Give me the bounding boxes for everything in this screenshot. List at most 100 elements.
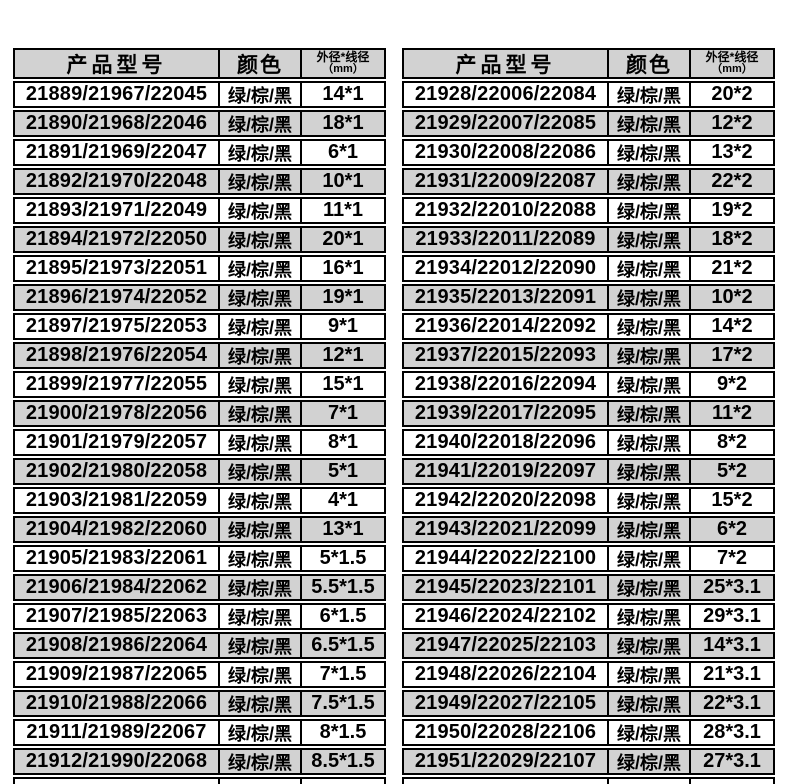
- model-cell: 21931/22009/22087: [404, 170, 609, 193]
- model-cell: 21936/22014/22092: [404, 315, 609, 338]
- spec-cell: 14*3.1: [703, 634, 761, 656]
- table-row: 21898/21976/22054 绿/棕/黑 12*1: [13, 342, 386, 369]
- table-row: 21890/21968/22046 绿/棕/黑 18*1: [13, 110, 386, 137]
- table-row: 21948/22026/22104 绿/棕/黑 21*3.1: [402, 661, 775, 688]
- color-cell: 绿/棕/黑: [220, 663, 302, 686]
- color-cell: 绿/棕/黑: [609, 228, 691, 251]
- table-row: 21912/21990/22068 绿/棕/黑 8.5*1.5: [13, 748, 386, 775]
- color-cell: 绿/棕/黑: [220, 634, 302, 657]
- spec-cell: 8*1.5: [319, 721, 367, 743]
- spec-cell: 9*2: [716, 373, 748, 395]
- color-cell: 绿/棕/黑: [609, 199, 691, 222]
- spec-cell: 8*2: [716, 431, 748, 453]
- table-row: 21937/22015/22093 绿/棕/黑 17*2: [402, 342, 775, 369]
- spec-cell: 20*1: [322, 228, 364, 250]
- header-spec: 外径*线径 （mm）: [691, 50, 773, 77]
- spec-cell: 7*2: [716, 547, 748, 569]
- color-cell: 绿/棕/黑: [220, 489, 302, 512]
- model-cell: 21929/22007/22085: [404, 112, 609, 135]
- table-row: 21893/21971/22049 绿/棕/黑 11*1: [13, 197, 386, 224]
- header-color: 颜色: [220, 50, 302, 77]
- model-cell: [15, 779, 220, 784]
- spec-cell: 12*1: [322, 344, 364, 366]
- table-row: 21896/21974/22052 绿/棕/黑 19*1: [13, 284, 386, 311]
- model-cell: 21899/21977/22055: [15, 373, 220, 396]
- model-cell: 21902/21980/22058: [15, 460, 220, 483]
- model-cell: 21951/22029/22107: [404, 750, 609, 773]
- color-cell: 绿/棕/黑: [220, 692, 302, 715]
- model-cell: 21911/21989/22067: [15, 721, 220, 744]
- color-cell: 绿/棕/黑: [220, 315, 302, 338]
- color-cell: 绿/棕/黑: [609, 605, 691, 628]
- table-row: 21938/22016/22094 绿/棕/黑 9*2: [402, 371, 775, 398]
- table-row: 21911/21989/22067 绿/棕/黑 8*1.5: [13, 719, 386, 746]
- spec-cell: 5.5*1.5: [311, 576, 375, 598]
- model-cell: 21904/21982/22060: [15, 518, 220, 541]
- spec-cell: 7*1.5: [319, 663, 367, 685]
- spec-cell: 11*2: [711, 402, 753, 424]
- spec-cell: 6.5*1.5: [311, 634, 375, 656]
- model-cell: 21906/21984/22062: [15, 576, 220, 599]
- color-cell: 绿/棕/黑: [220, 750, 302, 773]
- model-cell: 21938/22016/22094: [404, 373, 609, 396]
- table-row: 21929/22007/22085 绿/棕/黑 12*2: [402, 110, 775, 137]
- color-cell: 绿/棕/黑: [609, 721, 691, 744]
- table-header: 产品型号 颜色 外径*线径 （mm）: [402, 48, 775, 79]
- spec-cell: 16*1: [322, 257, 364, 279]
- spec-cell: 28*3.1: [703, 721, 761, 743]
- color-cell: 绿/棕/黑: [220, 721, 302, 744]
- spec-cell: 14*1: [322, 83, 364, 105]
- table-rows: 21889/21967/22045 绿/棕/黑 14*1 21890/21968/22…: [13, 81, 386, 784]
- model-cell: 21889/21967/22045: [15, 83, 220, 106]
- table-row-cutoff: [402, 777, 775, 784]
- table-header: 产品型号 颜色 外径*线径 （mm）: [13, 48, 386, 79]
- model-cell: 21898/21976/22054: [15, 344, 220, 367]
- table-row: 21900/21978/22056 绿/棕/黑 7*1: [13, 400, 386, 427]
- model-cell: 21905/21983/22061: [15, 547, 220, 570]
- model-cell: 21934/22012/22090: [404, 257, 609, 280]
- spec-cell: 11*1: [322, 199, 364, 221]
- spec-cell: 18*2: [711, 228, 753, 250]
- table-row: 21946/22024/22102 绿/棕/黑 29*3.1: [402, 603, 775, 630]
- model-cell: 21912/21990/22068: [15, 750, 220, 773]
- table-row: 21899/21977/22055 绿/棕/黑 15*1: [13, 371, 386, 398]
- spec-cell: 12*2: [711, 112, 753, 134]
- color-cell: 绿/棕/黑: [609, 373, 691, 396]
- color-cell: 绿/棕/黑: [609, 460, 691, 483]
- model-cell: 21930/22008/22086: [404, 141, 609, 164]
- table-row: 21892/21970/22048 绿/棕/黑 10*1: [13, 168, 386, 195]
- spec-cell: 5*1.5: [319, 547, 367, 569]
- color-cell: 绿/棕/黑: [609, 83, 691, 106]
- spec-cell: 13*2: [711, 141, 753, 163]
- table-row: 21939/22017/22095 绿/棕/黑 11*2: [402, 400, 775, 427]
- model-cell: 21896/21974/22052: [15, 286, 220, 309]
- header-spec-line2: （mm）: [322, 63, 364, 76]
- model-cell: 21949/22027/22105: [404, 692, 609, 715]
- model-cell: 21892/21970/22048: [15, 170, 220, 193]
- model-cell: 21910/21988/22066: [15, 692, 220, 715]
- model-cell: 21890/21968/22046: [15, 112, 220, 135]
- spec-cell: [302, 779, 384, 784]
- color-cell: 绿/棕/黑: [609, 692, 691, 715]
- spec-cell: 21*2: [711, 257, 753, 279]
- color-cell: 绿/棕/黑: [220, 402, 302, 425]
- spec-cell: 17*2: [711, 344, 753, 366]
- color-cell: 绿/棕/黑: [220, 170, 302, 193]
- color-cell: 绿/棕/黑: [220, 83, 302, 106]
- color-cell: [220, 779, 302, 784]
- spec-cell: 5*1: [327, 460, 359, 482]
- spec-cell: 10*2: [711, 286, 753, 308]
- color-cell: 绿/棕/黑: [220, 518, 302, 541]
- model-cell: 21895/21973/22051: [15, 257, 220, 280]
- color-cell: 绿/棕/黑: [609, 286, 691, 309]
- model-cell: 21893/21971/22049: [15, 199, 220, 222]
- table-row: 21950/22028/22106 绿/棕/黑 28*3.1: [402, 719, 775, 746]
- spec-cell: 21*3.1: [703, 663, 761, 685]
- spec-cell: 20*2: [711, 83, 753, 105]
- spec-cell: 7*1: [327, 402, 359, 424]
- table-row: 21908/21986/22064 绿/棕/黑 6.5*1.5: [13, 632, 386, 659]
- table-row: 21951/22029/22107 绿/棕/黑 27*3.1: [402, 748, 775, 775]
- color-cell: 绿/棕/黑: [609, 344, 691, 367]
- model-cell: 21935/22013/22091: [404, 286, 609, 309]
